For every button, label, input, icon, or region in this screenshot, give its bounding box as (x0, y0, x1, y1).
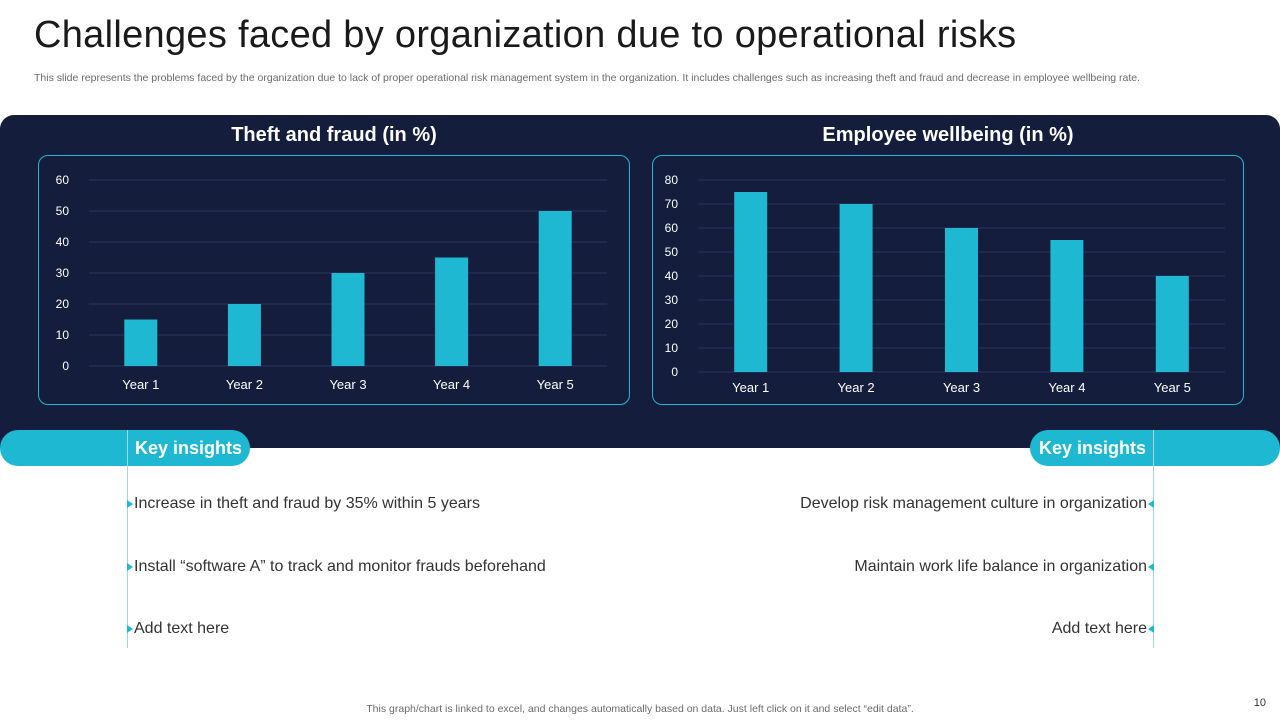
y-tick-label: 70 (665, 197, 679, 211)
footer-note: This graph/chart is linked to excel, and… (366, 703, 914, 715)
x-tick-label: Year 1 (122, 377, 159, 392)
bar-4 (1050, 240, 1084, 372)
bullet-triangle-icon (127, 499, 133, 508)
employee-wellbeing-chart[interactable]: 0 10 20 30 40 50 60 70 80 Year 1 Year 2 Year 3 Year … (652, 155, 1244, 405)
key-insights-left-band (0, 430, 250, 466)
y-tick-label: 50 (56, 204, 70, 218)
bar-3 (945, 228, 978, 372)
right-insight-text-1: Develop risk management culture in organ… (800, 495, 1147, 512)
right-insight-text-2: Maintain work life balance in organizati… (854, 558, 1147, 575)
bar-2 (227, 304, 261, 366)
right-insight-item-2: Maintain work life balance in organizati… (854, 557, 1154, 577)
key-insights-left-label: Key insights (135, 438, 243, 458)
y-tick-label: 20 (665, 317, 679, 331)
left-insight-text-3: Add text here (134, 620, 230, 637)
bullet-triangle-icon (1148, 562, 1154, 571)
left-insight-item-3: Add text here (127, 619, 229, 639)
page-number: 10 (1253, 697, 1266, 709)
bullet-triangle-icon (1148, 499, 1154, 508)
y-tick-label: 40 (56, 235, 70, 249)
chart-title-employee-wellbeing: Employee wellbeing (in %) (822, 124, 1074, 146)
employee-wellbeing-chart-svg: 0 10 20 30 40 50 60 70 80 Year 1 Year 2 Year 3 Year … (665, 173, 1225, 395)
bullet-triangle-icon (127, 562, 133, 571)
slide-subtitle: This slide represents the problems faced… (34, 72, 1141, 84)
right-insight-item-3: Add text here (1052, 619, 1154, 639)
y-tick-label: 0 (671, 365, 678, 379)
bar-1 (124, 319, 158, 366)
x-tick-label: Year 5 (1154, 380, 1191, 395)
y-tick-label: 80 (665, 173, 679, 187)
y-tick-label: 0 (62, 359, 69, 373)
bullet-triangle-icon (1148, 624, 1154, 633)
y-tick-label: 60 (56, 173, 70, 187)
bar-5 (1155, 276, 1189, 372)
y-tick-label: 30 (665, 293, 679, 307)
y-tick-label: 60 (665, 221, 679, 235)
bar-4 (435, 257, 469, 366)
x-tick-label: Year 5 (537, 377, 574, 392)
x-tick-label: Year 2 (226, 377, 263, 392)
right-insight-item-1: Develop risk management culture in organ… (800, 494, 1154, 514)
left-insight-text-2: Install “software A” to track and monito… (134, 558, 546, 575)
theft-fraud-chart[interactable]: 0 10 20 30 40 50 60 Year 1 Year 2 Year 3 Year 4 Yea… (38, 155, 630, 405)
x-tick-label: Year 4 (433, 377, 470, 392)
left-insight-item-1: Increase in theft and fraud by 35% withi… (127, 494, 480, 514)
right-insights-divider (1153, 430, 1154, 648)
x-tick-label: Year 2 (838, 380, 875, 395)
x-tick-label: Year 3 (329, 377, 366, 392)
right-insight-text-3: Add text here (1051, 620, 1147, 637)
x-tick-label: Year 1 (732, 380, 769, 395)
y-tick-label: 30 (56, 266, 70, 280)
key-insights-right-band (1030, 430, 1280, 466)
y-tick-label: 10 (665, 341, 679, 355)
bullet-triangle-icon (127, 624, 133, 633)
bar-2 (839, 204, 873, 372)
slide-title: Challenges faced by organization due to … (34, 14, 1017, 56)
bar-3 (331, 273, 365, 366)
left-insights-divider (127, 430, 128, 648)
theft-fraud-chart-svg: 0 10 20 30 40 50 60 Year 1 Year 2 Year 3 Year 4 Yea… (56, 173, 607, 392)
y-tick-label: 20 (56, 297, 70, 311)
left-insight-item-2: Install “software A” to track and monito… (127, 557, 546, 577)
x-tick-label: Year 4 (1048, 380, 1085, 395)
key-insights-right-label: Key insights (1039, 438, 1147, 458)
y-tick-label: 10 (56, 328, 70, 342)
bar-5 (538, 211, 572, 366)
y-tick-label: 50 (665, 245, 679, 259)
x-tick-label: Year 3 (943, 380, 980, 395)
chart-title-theft-fraud: Theft and fraud (in %) (231, 124, 437, 146)
y-tick-label: 40 (665, 269, 679, 283)
left-insight-text-1: Increase in theft and fraud by 35% withi… (134, 495, 480, 512)
bar-1 (734, 192, 768, 372)
